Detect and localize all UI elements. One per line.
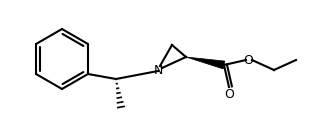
Text: N: N: [153, 64, 163, 77]
Text: O: O: [224, 88, 234, 100]
Text: O: O: [243, 53, 253, 66]
Polygon shape: [186, 57, 225, 69]
